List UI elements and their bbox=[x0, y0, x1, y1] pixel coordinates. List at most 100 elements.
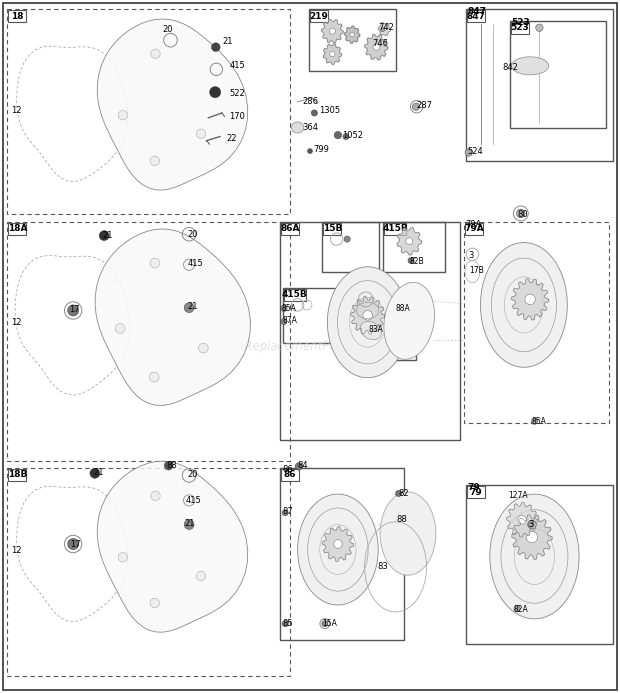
Polygon shape bbox=[365, 34, 388, 60]
Text: 20: 20 bbox=[187, 471, 198, 479]
Text: 524: 524 bbox=[467, 147, 483, 155]
Text: 18: 18 bbox=[11, 12, 24, 21]
Text: 85: 85 bbox=[283, 620, 293, 628]
Circle shape bbox=[525, 294, 535, 305]
Polygon shape bbox=[323, 44, 342, 64]
Circle shape bbox=[405, 238, 413, 245]
Bar bbox=[322, 222, 379, 272]
Text: 415B: 415B bbox=[282, 290, 308, 299]
Bar bbox=[9, 10, 27, 22]
Bar bbox=[345, 288, 416, 360]
Bar bbox=[467, 10, 485, 22]
Circle shape bbox=[210, 87, 221, 98]
Circle shape bbox=[465, 149, 472, 156]
Circle shape bbox=[281, 319, 287, 324]
Text: 79A: 79A bbox=[465, 220, 481, 229]
Text: 82B: 82B bbox=[409, 258, 424, 266]
Text: 86A: 86A bbox=[280, 225, 300, 234]
Text: 88A: 88A bbox=[396, 304, 410, 313]
Text: 522: 522 bbox=[229, 89, 245, 98]
Circle shape bbox=[536, 24, 543, 31]
Circle shape bbox=[350, 33, 355, 37]
Text: 79: 79 bbox=[470, 488, 482, 497]
Circle shape bbox=[197, 571, 206, 581]
Text: 17: 17 bbox=[70, 540, 81, 548]
Text: 12: 12 bbox=[11, 107, 22, 115]
Bar bbox=[465, 222, 483, 235]
Circle shape bbox=[344, 236, 350, 242]
Circle shape bbox=[528, 520, 536, 529]
Text: 170: 170 bbox=[229, 112, 246, 121]
Text: 287: 287 bbox=[417, 101, 433, 109]
Circle shape bbox=[363, 310, 373, 320]
Text: 86: 86 bbox=[283, 465, 293, 473]
Circle shape bbox=[516, 209, 525, 218]
Ellipse shape bbox=[327, 267, 408, 378]
Circle shape bbox=[396, 491, 402, 496]
Text: 3: 3 bbox=[469, 251, 474, 259]
Circle shape bbox=[311, 110, 317, 116]
Bar bbox=[9, 468, 27, 481]
Circle shape bbox=[118, 552, 128, 562]
Polygon shape bbox=[321, 19, 343, 43]
Bar bbox=[511, 21, 529, 34]
Text: 82: 82 bbox=[398, 489, 409, 498]
Circle shape bbox=[322, 621, 328, 626]
Polygon shape bbox=[507, 502, 538, 537]
Text: 79A: 79A bbox=[464, 225, 484, 234]
Bar bbox=[466, 485, 613, 644]
Text: 88: 88 bbox=[397, 516, 407, 524]
Ellipse shape bbox=[490, 494, 579, 619]
Text: 20: 20 bbox=[187, 230, 198, 238]
Text: 12: 12 bbox=[11, 547, 22, 555]
Text: 415: 415 bbox=[229, 62, 245, 70]
Circle shape bbox=[211, 43, 220, 51]
Circle shape bbox=[151, 491, 160, 500]
Bar bbox=[510, 21, 606, 128]
Circle shape bbox=[150, 258, 160, 268]
Circle shape bbox=[281, 306, 287, 311]
Circle shape bbox=[412, 103, 420, 110]
Circle shape bbox=[184, 303, 194, 313]
Bar bbox=[346, 288, 364, 301]
Ellipse shape bbox=[360, 322, 381, 340]
Text: 84: 84 bbox=[298, 462, 308, 470]
Text: 79: 79 bbox=[467, 483, 481, 491]
Ellipse shape bbox=[380, 492, 436, 575]
Bar bbox=[280, 222, 460, 440]
Text: 87: 87 bbox=[283, 507, 293, 516]
Text: 842: 842 bbox=[502, 63, 518, 71]
Text: 415: 415 bbox=[186, 496, 202, 505]
Text: 83A: 83A bbox=[369, 326, 384, 334]
Text: 17B: 17B bbox=[469, 266, 484, 274]
Text: 799: 799 bbox=[314, 146, 330, 154]
Circle shape bbox=[531, 419, 538, 424]
Bar bbox=[467, 486, 485, 498]
Polygon shape bbox=[350, 297, 384, 334]
Bar bbox=[280, 468, 404, 640]
Circle shape bbox=[514, 606, 520, 611]
Text: 286: 286 bbox=[302, 98, 318, 106]
Text: 364: 364 bbox=[302, 123, 318, 132]
Bar bbox=[281, 222, 299, 235]
Bar bbox=[464, 222, 609, 423]
Circle shape bbox=[282, 621, 288, 626]
Circle shape bbox=[373, 44, 379, 51]
Circle shape bbox=[329, 28, 335, 34]
Polygon shape bbox=[378, 22, 391, 36]
Text: 415: 415 bbox=[187, 259, 203, 267]
Text: 523: 523 bbox=[510, 24, 529, 33]
Text: 18B: 18B bbox=[8, 471, 27, 480]
Text: 219: 219 bbox=[309, 12, 328, 21]
Bar bbox=[7, 468, 290, 676]
Text: 1052: 1052 bbox=[342, 132, 363, 140]
Circle shape bbox=[334, 132, 342, 139]
Circle shape bbox=[150, 598, 159, 608]
Circle shape bbox=[198, 343, 208, 353]
Text: 21: 21 bbox=[185, 520, 195, 528]
Text: 22: 22 bbox=[226, 134, 237, 143]
Bar bbox=[324, 222, 342, 235]
Circle shape bbox=[99, 231, 109, 240]
Circle shape bbox=[149, 372, 159, 382]
Text: 21: 21 bbox=[222, 37, 232, 46]
